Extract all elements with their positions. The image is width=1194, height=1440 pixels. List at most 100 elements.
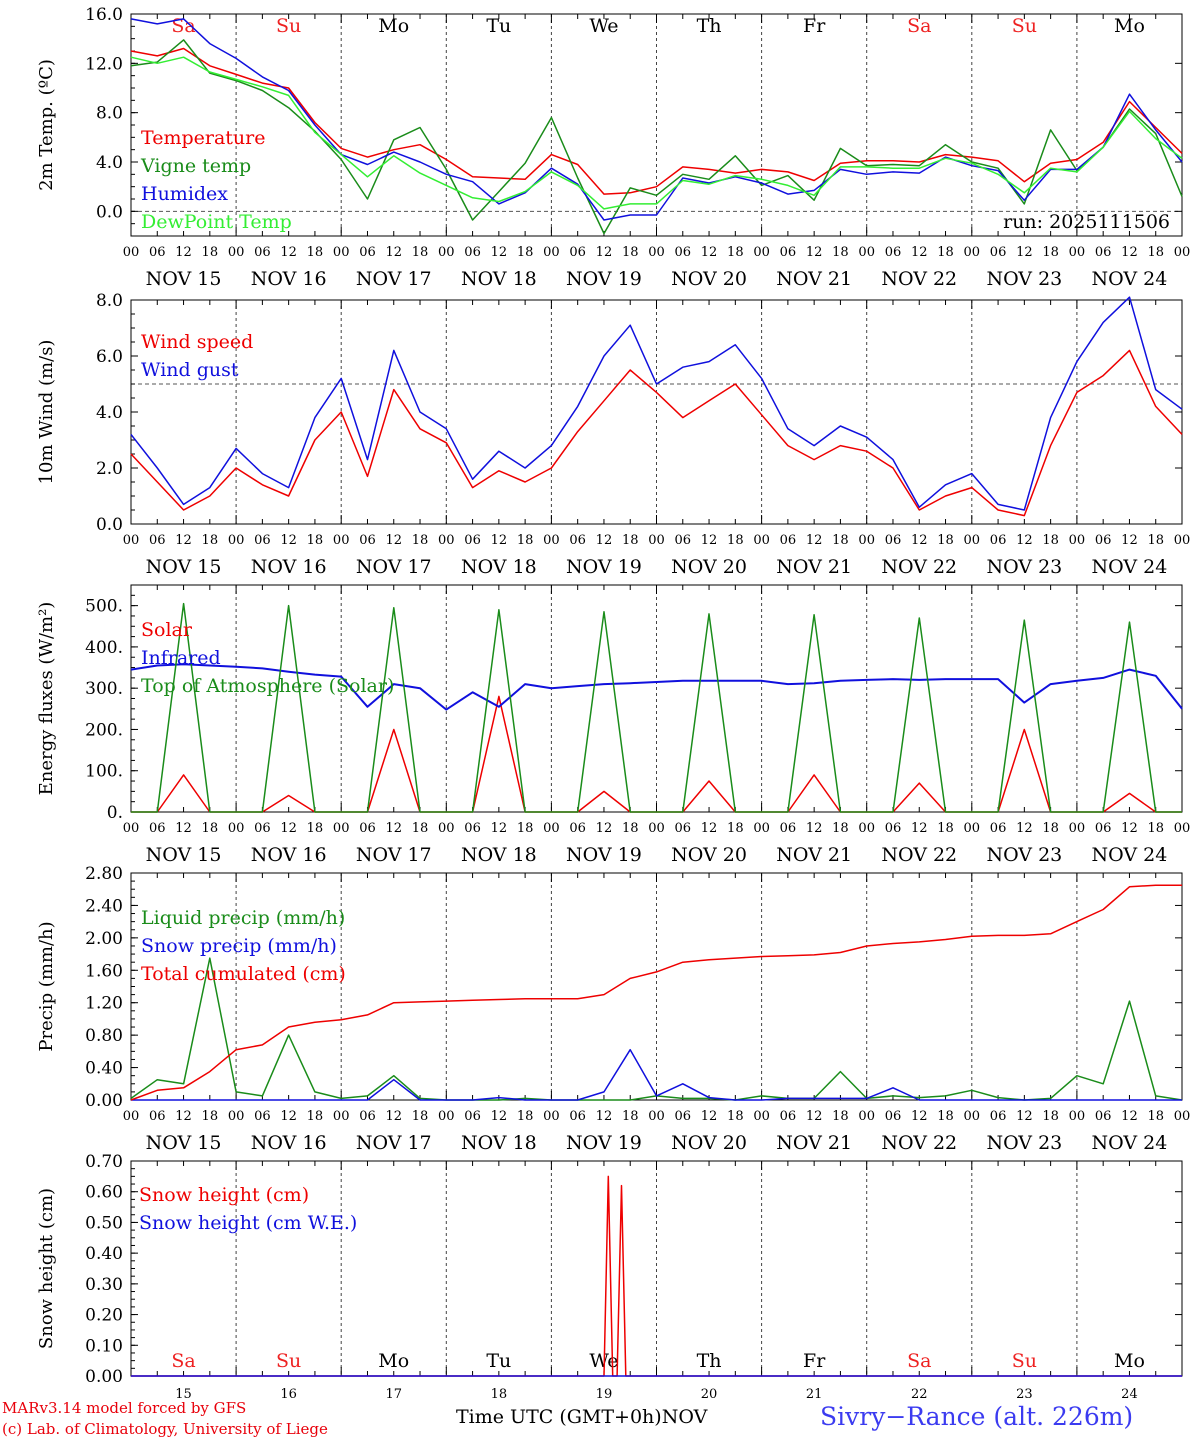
hour-label: 06 bbox=[1095, 1109, 1112, 1124]
hour-label: 12 bbox=[491, 245, 508, 260]
hour-label: 18 bbox=[517, 533, 534, 548]
hour-label: 00 bbox=[753, 533, 770, 548]
hour-label: 12 bbox=[385, 533, 402, 548]
run-annotation: run: 2025111506 bbox=[1003, 211, 1170, 233]
hour-label: 06 bbox=[569, 821, 586, 836]
date-label: NOV 18 bbox=[461, 844, 537, 866]
hour-label: 12 bbox=[1121, 533, 1138, 548]
legend-entry: Wind gust bbox=[141, 359, 239, 381]
y-axis-label: 2m Temp. (ºC) bbox=[36, 59, 57, 191]
date-label: NOV 23 bbox=[986, 844, 1062, 866]
hour-label: 12 bbox=[491, 1109, 508, 1124]
series-line-top-of-atmosphere-solar bbox=[131, 602, 1182, 813]
y-tick-label: 500. bbox=[85, 597, 123, 617]
hour-label: 06 bbox=[464, 533, 481, 548]
y-tick-label: 0.20 bbox=[85, 1306, 123, 1326]
hour-label: 12 bbox=[806, 533, 823, 548]
hour-label: 12 bbox=[806, 821, 823, 836]
date-label: NOV 15 bbox=[146, 268, 222, 290]
hour-label: 06 bbox=[254, 821, 271, 836]
hour-label: 06 bbox=[149, 245, 166, 260]
hour-label: 18 bbox=[202, 821, 219, 836]
hour-label: 06 bbox=[149, 533, 166, 548]
date-label: NOV 17 bbox=[356, 1132, 432, 1154]
weekday-label: Mo bbox=[378, 1350, 409, 1372]
y-tick-label: 0.40 bbox=[85, 1244, 123, 1264]
hour-label: 18 bbox=[622, 245, 639, 260]
hour-label: 18 bbox=[1147, 1109, 1164, 1124]
series-line-wind-gust bbox=[130, 296, 1183, 511]
hour-label: 00 bbox=[1069, 821, 1086, 836]
hour-label: 00 bbox=[543, 245, 560, 260]
hour-label: 12 bbox=[1016, 245, 1033, 260]
hour-label: 18 bbox=[307, 821, 324, 836]
date-label: NOV 21 bbox=[776, 1132, 852, 1154]
series-line-temperature bbox=[130, 47, 1183, 195]
y-tick-label: 0.40 bbox=[85, 1059, 123, 1079]
weekday-label: Su bbox=[276, 15, 301, 37]
hour-label: 00 bbox=[228, 245, 245, 260]
hour-label: 00 bbox=[648, 533, 665, 548]
date-label: NOV 24 bbox=[1092, 844, 1168, 866]
y-tick-label: 2.0 bbox=[96, 459, 123, 479]
hour-label: 00 bbox=[753, 1109, 770, 1124]
hour-label: 12 bbox=[280, 533, 297, 548]
date-label: NOV 16 bbox=[251, 844, 327, 866]
day-number-label: 22 bbox=[911, 1387, 928, 1402]
hour-label: 18 bbox=[727, 245, 744, 260]
hour-label: 18 bbox=[307, 245, 324, 260]
hour-label: 00 bbox=[123, 821, 140, 836]
y-tick-label: 300. bbox=[85, 679, 123, 699]
hour-label: 18 bbox=[622, 821, 639, 836]
legend-entry: Solar bbox=[141, 619, 193, 641]
date-label: NOV 22 bbox=[881, 844, 957, 866]
hour-label: 00 bbox=[123, 533, 140, 548]
hour-label: 12 bbox=[491, 821, 508, 836]
day-number-label: 15 bbox=[175, 1387, 192, 1402]
date-label: NOV 17 bbox=[356, 556, 432, 578]
hour-label: 12 bbox=[701, 1109, 718, 1124]
date-label: NOV 24 bbox=[1092, 268, 1168, 290]
hour-label: 18 bbox=[517, 821, 534, 836]
y-tick-label: 4.0 bbox=[96, 403, 123, 423]
y-tick-label: 2.40 bbox=[85, 896, 123, 916]
hour-label: 00 bbox=[1069, 1109, 1086, 1124]
hour-label: 00 bbox=[648, 245, 665, 260]
day-number-label: 16 bbox=[280, 1387, 297, 1402]
day-number-label: 17 bbox=[385, 1387, 402, 1402]
hour-label: 12 bbox=[175, 821, 192, 836]
hour-label: 06 bbox=[464, 1109, 481, 1124]
y-tick-label: 1.20 bbox=[85, 994, 123, 1014]
day-number-label: 21 bbox=[806, 1387, 823, 1402]
series-line-dewpoint-temp bbox=[130, 56, 1183, 210]
weekday-label: Fr bbox=[803, 1350, 826, 1372]
hour-label: 06 bbox=[990, 1109, 1007, 1124]
hour-label: 12 bbox=[491, 533, 508, 548]
hour-label: 18 bbox=[727, 533, 744, 548]
y-tick-label: 0.0 bbox=[96, 202, 123, 222]
date-label: NOV 23 bbox=[986, 268, 1062, 290]
date-label: NOV 18 bbox=[461, 556, 537, 578]
date-label: NOV 17 bbox=[356, 268, 432, 290]
y-tick-label: 0.60 bbox=[85, 1183, 123, 1203]
weekday-label: We bbox=[589, 15, 618, 37]
hour-label: 00 bbox=[228, 533, 245, 548]
hour-label: 00 bbox=[228, 821, 245, 836]
date-label: NOV 20 bbox=[671, 1132, 747, 1154]
model-credit: MARv3.14 model forced by GFS bbox=[2, 1399, 247, 1417]
hour-label: 18 bbox=[1042, 821, 1059, 836]
hour-label: 12 bbox=[1016, 1109, 1033, 1124]
y-tick-label: 200. bbox=[85, 720, 123, 740]
hour-label: 00 bbox=[438, 821, 455, 836]
hour-label: 06 bbox=[254, 533, 271, 548]
hour-label: 12 bbox=[596, 533, 613, 548]
hour-label: 18 bbox=[832, 245, 849, 260]
hour-label: 18 bbox=[622, 1109, 639, 1124]
date-label: NOV 19 bbox=[566, 844, 642, 866]
hour-label: 00 bbox=[1069, 245, 1086, 260]
series-line-snow-precip-mm-h bbox=[131, 1048, 1182, 1101]
hour-label: 06 bbox=[1095, 245, 1112, 260]
legend-entry: Snow precip (mm/h) bbox=[141, 935, 337, 957]
hour-label: 12 bbox=[911, 1109, 928, 1124]
